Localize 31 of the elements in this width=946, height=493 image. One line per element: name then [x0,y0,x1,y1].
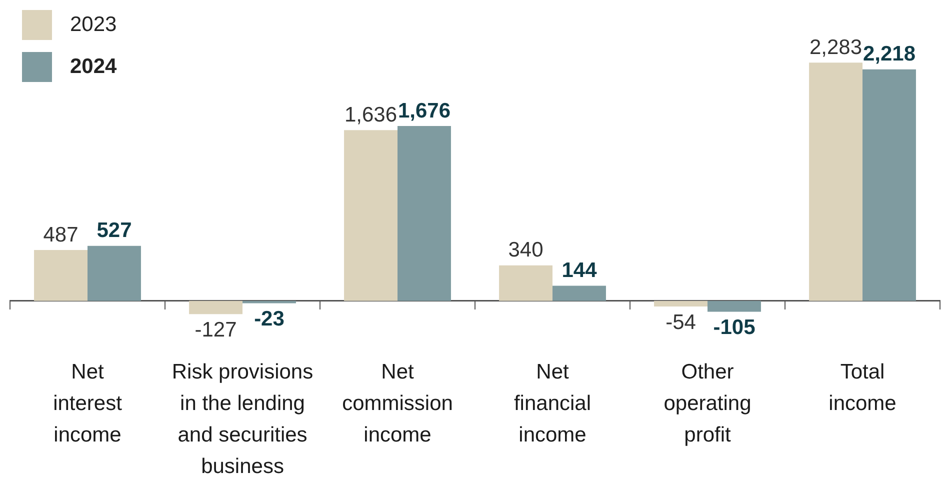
bar [88,246,141,301]
bar [499,265,552,301]
bar [34,250,88,301]
data-label: 1,636 [344,103,398,126]
data-label: -54 [666,310,696,334]
data-label: 2,283 [809,36,862,59]
bar [708,300,761,312]
data-label: -127 [194,318,237,342]
bar [398,126,451,301]
bar [809,62,862,301]
data-label: 340 [508,238,544,262]
bar [189,300,242,314]
bar [654,300,708,306]
x-tick-label: Total income [828,360,896,415]
data-label: 487 [43,223,78,246]
x-tick-label: Other operating profit [664,360,752,446]
bar [344,130,398,301]
data-label: 144 [562,259,598,282]
data-label: -23 [254,308,284,331]
x-tick-label: Net interest income [53,360,122,446]
x-tick-label: Net financial income [514,360,592,446]
bar [552,286,606,301]
data-label: 2,218 [862,42,916,66]
legend-label: 2024 [70,55,117,79]
data-label: -105 [713,316,756,340]
x-tick-label: Risk provisions in the lending and securities business [172,360,314,478]
x-tick-label: Net commission income [342,360,453,446]
legend-label: 2023 [70,13,117,37]
data-label: 527 [96,219,132,242]
data-label: 1,676 [398,99,451,122]
bar [862,69,916,301]
